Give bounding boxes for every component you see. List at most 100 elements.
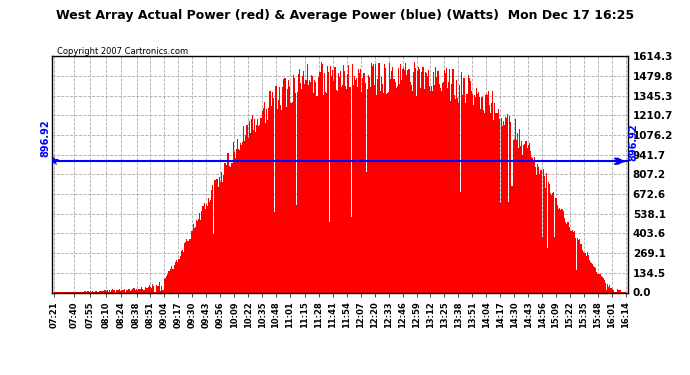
Bar (562, 209, 563, 292)
Bar (134, 288, 135, 292)
Bar (183, 252, 184, 292)
Bar (88, 291, 89, 292)
Bar (387, 93, 388, 292)
Bar (524, 144, 526, 292)
Bar (509, 116, 511, 292)
Bar (451, 84, 453, 292)
Bar (322, 64, 323, 292)
Bar (440, 88, 441, 292)
Bar (177, 262, 178, 292)
Bar (477, 94, 478, 292)
Bar (349, 87, 351, 292)
Bar (521, 141, 522, 292)
Bar (270, 91, 271, 292)
Bar (277, 100, 279, 292)
Bar (266, 110, 267, 292)
Bar (505, 117, 506, 292)
Bar (439, 84, 440, 292)
Bar (168, 272, 169, 292)
Bar (120, 291, 121, 292)
Bar (150, 287, 151, 292)
Bar (99, 291, 101, 292)
Bar (549, 184, 550, 292)
Bar (431, 86, 432, 292)
Bar (271, 106, 273, 292)
Bar (95, 291, 97, 292)
Bar (502, 126, 503, 292)
Bar (292, 102, 293, 292)
Bar (318, 77, 319, 292)
Bar (164, 279, 165, 292)
Bar (246, 124, 248, 292)
Bar (499, 119, 500, 292)
Bar (188, 239, 190, 292)
Bar (388, 92, 389, 292)
Bar (295, 93, 296, 292)
Bar (253, 130, 254, 292)
Bar (289, 86, 290, 292)
Bar (144, 290, 145, 292)
Bar (397, 68, 399, 292)
Bar (186, 239, 188, 292)
Bar (557, 205, 558, 292)
Text: 896.92: 896.92 (40, 119, 50, 157)
Bar (608, 286, 609, 292)
Bar (224, 163, 225, 292)
Bar (344, 71, 345, 292)
Bar (312, 76, 313, 292)
Bar (578, 240, 579, 292)
Bar (316, 96, 317, 292)
Bar (357, 87, 358, 292)
Bar (263, 108, 264, 292)
Bar (465, 103, 466, 292)
Bar (504, 125, 505, 292)
Bar (531, 157, 532, 292)
Bar (494, 103, 495, 292)
Bar (408, 69, 410, 292)
Bar (227, 153, 228, 292)
Bar (135, 290, 136, 292)
Bar (192, 231, 193, 292)
Bar (588, 255, 589, 292)
Bar (215, 180, 217, 292)
Bar (375, 64, 376, 292)
Bar (353, 85, 354, 292)
Bar (548, 182, 549, 292)
Bar (323, 95, 324, 292)
Bar (366, 89, 368, 292)
Bar (282, 87, 283, 292)
Bar (443, 82, 444, 292)
Bar (244, 141, 246, 292)
Bar (444, 70, 445, 292)
Bar (573, 231, 575, 292)
Bar (273, 98, 275, 292)
Bar (255, 132, 256, 292)
Bar (140, 289, 141, 292)
Bar (542, 169, 544, 292)
Text: 896.92: 896.92 (629, 124, 638, 161)
Bar (470, 81, 471, 292)
Bar (564, 218, 565, 292)
Bar (236, 148, 237, 292)
Bar (265, 123, 266, 292)
Bar (260, 118, 262, 292)
Bar (453, 95, 455, 292)
Bar (137, 290, 138, 292)
Bar (544, 188, 546, 292)
Bar (589, 260, 590, 292)
Bar (475, 97, 476, 292)
Bar (337, 73, 339, 292)
Bar (310, 82, 311, 292)
Bar (107, 290, 108, 292)
Bar (533, 160, 534, 292)
Bar (136, 289, 137, 292)
Bar (400, 64, 401, 292)
Bar (605, 282, 606, 292)
Bar (178, 259, 179, 292)
Bar (590, 262, 591, 292)
Bar (281, 110, 282, 292)
Bar (412, 91, 413, 292)
Bar (604, 280, 605, 292)
Bar (592, 264, 593, 292)
Bar (607, 284, 608, 292)
